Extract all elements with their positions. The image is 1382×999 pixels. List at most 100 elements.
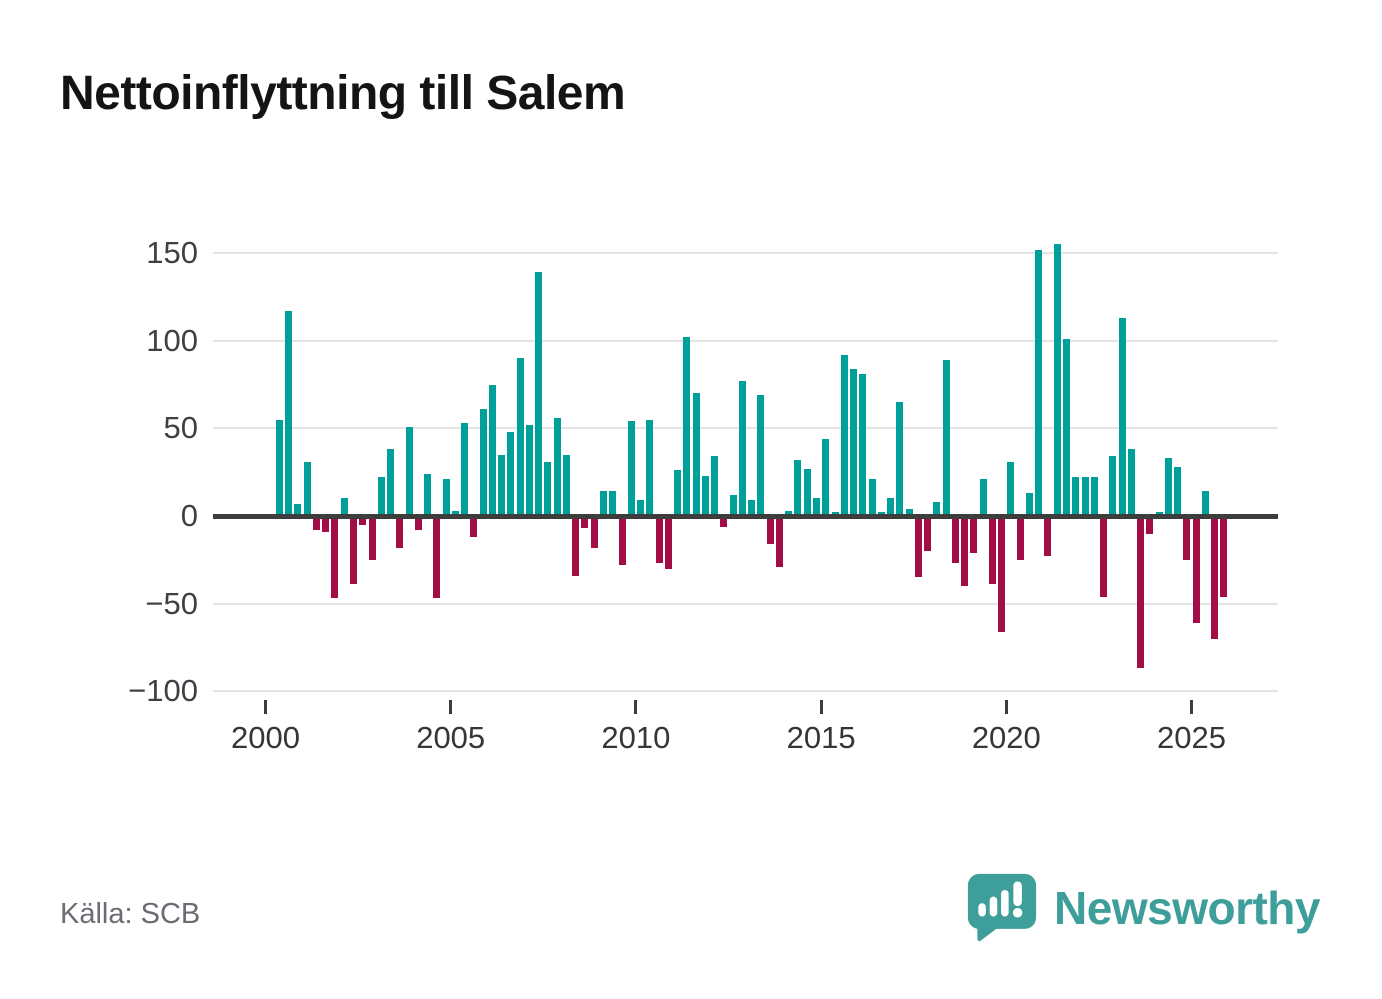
bar-2000-Q4 [294,503,302,516]
bar-2002-Q3 [359,516,367,525]
y-axis-tick-label: 150 [146,235,198,271]
bar-2009-Q4 [627,421,635,516]
y-axis-tick-label: 100 [146,322,198,358]
bar-2011-Q3 [692,393,700,516]
bar-2025-Q1 [1192,516,1200,623]
newsworthy-logo-icon [966,872,1038,944]
bar-2012-Q4 [738,381,746,516]
page-title: Nettoinflyttning till Salem [60,67,626,120]
bar-2006-Q4 [516,358,524,516]
bar-2016-Q4 [887,498,895,516]
bar-2009-Q3 [618,516,626,566]
bar-2020-Q2 [1016,516,1024,560]
newsworthy-logo-text: Newsworthy [1054,882,1320,934]
bar-2003-Q1 [377,477,385,516]
bar-2003-Q3 [396,516,404,548]
y-axis-tick-label: 50 [163,410,198,446]
bar-2001-Q2 [312,516,320,531]
bar-2022-Q2 [1090,477,1098,516]
bar-2023-Q3 [1137,516,1145,669]
bar-2018-Q3 [951,516,959,564]
bar-2019-Q2 [979,479,987,516]
bar-2004-Q3 [433,516,441,599]
bar-2014-Q4 [812,498,820,516]
bar-2011-Q2 [683,337,691,516]
y-axis-tick-label: 0 [180,498,198,533]
bar-2009-Q2 [609,491,617,516]
bar-2005-Q1 [451,510,459,516]
x-axis-tick-label: 2005 [416,720,486,755]
bar-2021-Q1 [1044,516,1052,557]
x-axis-tick-2015 [819,700,823,714]
bar-2021-Q4 [1072,477,1080,516]
bar-2015-Q1 [822,438,830,516]
bar-2004-Q1 [414,516,422,531]
bar-2001-Q3 [322,516,330,532]
bar-2002-Q2 [349,516,357,585]
x-axis-tick-2010 [634,700,638,714]
bar-2000-Q2 [275,419,283,516]
bar-2004-Q4 [442,479,450,516]
bar-2005-Q3 [470,516,478,538]
bar-2024-Q4 [1183,516,1191,560]
bar-2013-Q1 [748,500,756,516]
x-axis-tick-label: 2020 [971,720,1041,755]
bar-2019-Q3 [988,516,996,585]
bar-2020-Q4 [1035,249,1043,516]
bar-2013-Q3 [766,516,774,545]
bar-2022-Q3 [1100,516,1108,597]
bar-2025-Q4 [1220,516,1228,597]
bar-2023-Q4 [1146,516,1154,534]
bar-2008-Q4 [590,516,598,548]
x-axis-tick-2025 [1190,700,1193,714]
bar-2018-Q1 [933,501,941,516]
bar-2008-Q1 [562,454,570,516]
y-axis-tick-label: −50 [145,585,198,621]
bar-2019-Q4 [998,516,1006,632]
gridline-y-150 [213,252,1278,255]
bar-2014-Q3 [803,468,811,516]
bar-2006-Q1 [488,384,496,516]
bar-2020-Q3 [1025,493,1033,516]
x-axis-tick-2000 [264,700,267,714]
bar-2025-Q2 [1201,491,1209,516]
bar-2025-Q3 [1211,516,1219,639]
bar-2006-Q2 [498,454,506,516]
bar-2011-Q1 [674,470,682,516]
bar-2007-Q4 [553,417,561,516]
bar-2024-Q3 [1174,466,1182,516]
bar-2009-Q1 [600,491,607,516]
bar-2010-Q1 [637,500,645,516]
x-axis-tick-label: 2025 [1157,720,1226,755]
bar-2014-Q2 [794,459,802,516]
newsworthy-logo: Newsworthy [966,872,1320,944]
source-label: Källa: SCB [60,898,201,930]
bar-2004-Q2 [424,473,432,516]
bar-2001-Q4 [331,516,339,599]
bar-2016-Q1 [859,374,867,516]
bar-2012-Q2 [720,516,728,527]
bar-2021-Q3 [1063,339,1070,516]
x-axis-tick-2005 [449,700,453,714]
bar-2003-Q2 [387,449,395,516]
bar-2002-Q4 [368,516,376,560]
bar-2000-Q3 [285,311,293,516]
bar-2022-Q4 [1109,456,1117,516]
bar-2012-Q3 [729,494,737,516]
bar-2015-Q4 [850,368,858,516]
x-axis-tick-label: 2015 [786,720,856,755]
bar-2005-Q4 [479,409,487,516]
gridline-y-100 [213,339,1278,342]
bar-2003-Q4 [405,426,413,516]
bar-2018-Q4 [961,516,969,587]
x-axis-tick-label: 2000 [231,720,300,755]
zero-axis-line [213,513,1278,519]
bar-2022-Q1 [1081,477,1089,516]
bar-2024-Q2 [1164,458,1172,516]
bar-2017-Q3 [914,516,922,578]
bar-2023-Q2 [1127,449,1135,516]
bar-2010-Q4 [664,516,672,569]
bar-2007-Q3 [544,461,552,516]
bar-2017-Q1 [896,402,904,516]
